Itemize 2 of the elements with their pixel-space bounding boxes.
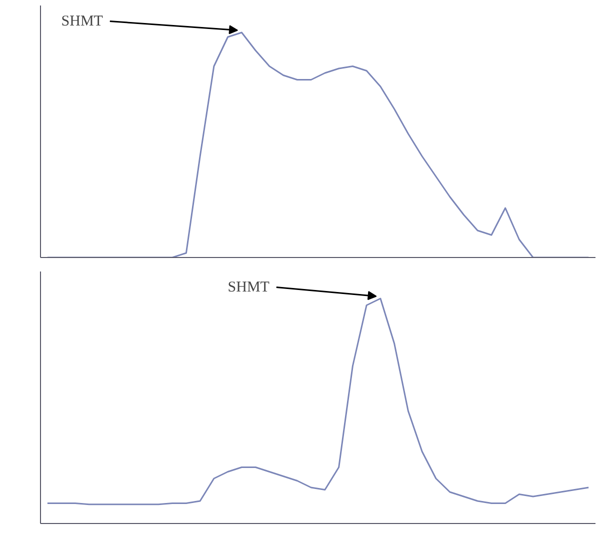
text: SHMT [228, 279, 270, 296]
text: SHMT [61, 13, 103, 30]
